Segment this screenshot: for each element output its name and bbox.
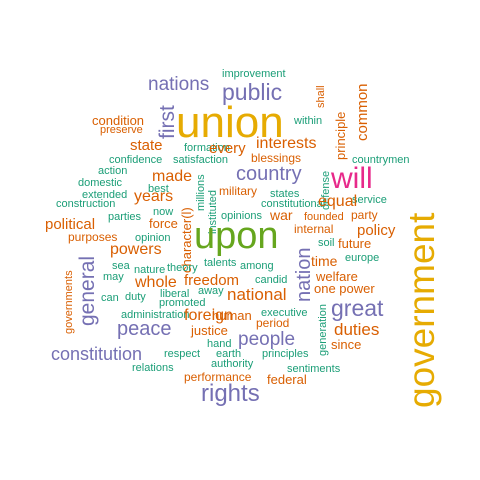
word-promoted: promoted — [159, 297, 206, 309]
word-service: service — [352, 194, 387, 206]
word-future: future — [338, 236, 372, 251]
word-countrymen: countrymen — [352, 154, 410, 166]
word-foreign: foreign — [184, 307, 233, 324]
word-policy: policy — [357, 222, 396, 239]
word-away: away — [198, 285, 224, 297]
word-candid: candid — [255, 274, 288, 286]
word-preserve: preserve — [100, 124, 143, 136]
word-executive: executive — [261, 307, 308, 319]
word-duty: duty — [125, 291, 146, 303]
word-opinions: opinions — [221, 210, 262, 222]
word-shall: shall — [315, 85, 327, 108]
word-europe: europe — [345, 252, 380, 264]
word-principles: principles — [262, 348, 309, 360]
word-common: common — [354, 83, 371, 141]
word-since: since — [331, 337, 362, 352]
word-principle: principle — [333, 111, 348, 160]
word-interests: interests — [256, 135, 317, 152]
word-state: state — [130, 137, 163, 154]
word-people: people — [238, 329, 296, 350]
word-best: best — [148, 183, 169, 195]
word-nations: nations — [148, 74, 210, 95]
word-authority: authority — [211, 358, 254, 370]
word-sea: sea — [112, 260, 130, 272]
word-earth: earth — [216, 348, 242, 360]
word-soil: soil — [318, 237, 335, 249]
word-equal: equal — [318, 193, 358, 210]
word-constitutional: constitutional — [261, 198, 326, 210]
word-talents: talents — [204, 257, 237, 269]
word-first: first — [156, 105, 179, 139]
word-purposes: purposes — [68, 230, 118, 244]
word-extended: extended — [82, 189, 128, 201]
word-years: years — [134, 188, 174, 205]
word-rights: rights — [201, 380, 260, 407]
word-welfare: welfare — [316, 269, 358, 284]
word-period: period — [256, 316, 290, 330]
word-human: human — [212, 308, 252, 323]
word-formation: formation — [184, 142, 230, 154]
word-opinion: opinion — [135, 232, 171, 244]
word-blessings: blessings — [251, 151, 302, 165]
word-internal: internal — [294, 222, 334, 236]
word-condition: condition — [92, 113, 145, 128]
word-public: public — [222, 79, 283, 105]
word-founded: founded — [304, 211, 344, 223]
word-force: force — [149, 216, 178, 231]
word-country: country — [236, 163, 302, 185]
word-action: action — [98, 165, 128, 177]
word-performance: performance — [184, 370, 252, 384]
word-administration: administration — [121, 309, 190, 321]
word-party: party — [351, 208, 378, 222]
word-every: every — [209, 140, 246, 157]
word-constitution: constitution — [51, 344, 143, 364]
word-respect: respect — [164, 348, 201, 360]
word-millions: millions — [195, 174, 207, 211]
word-construction: construction — [56, 198, 116, 210]
word-liberal: liberal — [160, 288, 190, 300]
word-within: within — [294, 115, 323, 127]
word-improvement: improvement — [222, 68, 286, 80]
word-satisfaction: satisfaction — [173, 154, 229, 166]
word-nature: nature — [134, 264, 166, 276]
word-military: military — [219, 184, 257, 198]
word-will: will — [331, 162, 373, 195]
word-among: among — [240, 260, 274, 272]
word-hand: hand — [207, 338, 232, 350]
word-sentiments: sentiments — [287, 363, 341, 375]
word-national: national — [227, 285, 287, 304]
word-great: great — [331, 295, 384, 321]
word-peace: peace — [117, 318, 172, 340]
word-theory: theory — [167, 262, 198, 274]
word-government: government — [401, 212, 442, 408]
word-war: war — [270, 207, 293, 223]
word-time: time — [311, 253, 338, 269]
word-made: made — [152, 168, 193, 185]
word-upon: upon — [194, 215, 279, 257]
word-nation: nation — [293, 247, 315, 303]
word-political: political — [45, 216, 96, 233]
word-domestic: domestic — [78, 177, 123, 189]
word-now: now — [153, 206, 174, 218]
word-confidence: confidence — [109, 154, 163, 166]
word-can: can — [101, 292, 119, 304]
word-parties: parties — [108, 211, 142, 223]
word-justice: justice — [191, 323, 228, 338]
word-one-power: one power — [314, 281, 375, 296]
word-duties: duties — [334, 320, 380, 339]
word-may: may — [103, 271, 124, 283]
word-freedom: freedom — [184, 272, 240, 289]
word-powers: powers — [110, 241, 162, 258]
word-governments: governments — [63, 270, 75, 334]
word-union: union — [176, 98, 284, 147]
word-whole: whole — [135, 274, 177, 291]
word-relations: relations — [132, 362, 174, 374]
word-federal: federal — [267, 372, 307, 387]
word-general: general — [76, 255, 99, 326]
word-states: states — [270, 188, 300, 200]
word-generation: generation — [317, 304, 329, 356]
